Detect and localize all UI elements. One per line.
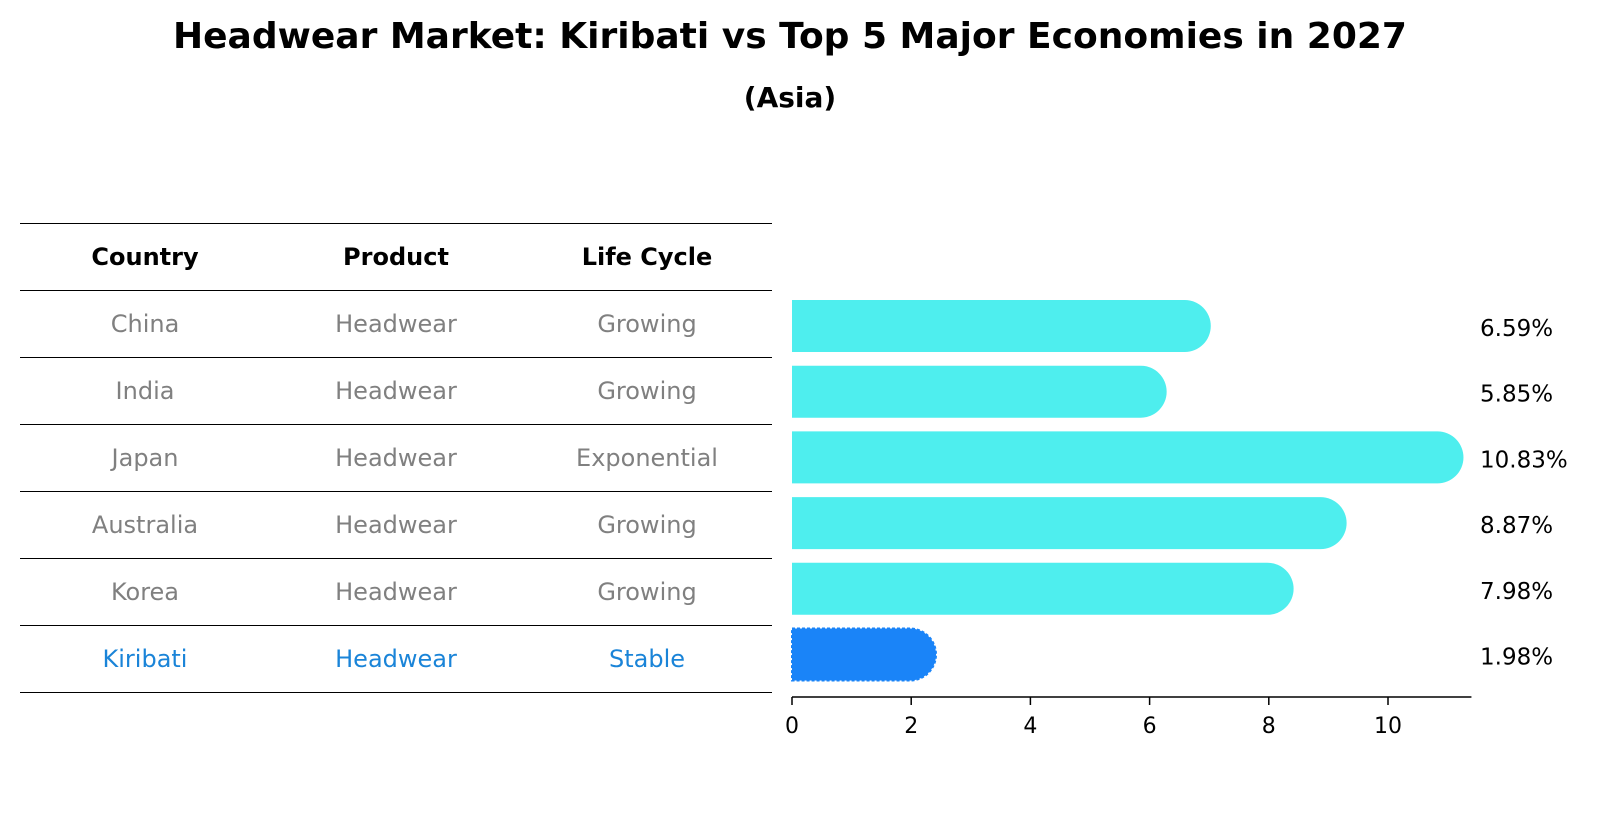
life-cycle-cell: Growing [597, 578, 697, 606]
life-cycle-cell: Stable [608, 645, 686, 673]
bar [792, 497, 1347, 550]
table-row-highlight: Kiribati Headwear Stable [20, 626, 772, 693]
table-row: Korea Headwear Growing [20, 559, 772, 626]
product-cell: Headwear [335, 377, 457, 405]
life-cycle-cell: Growing [597, 310, 697, 338]
country-cell: Japan [111, 444, 179, 472]
value-label: 7.98% [1480, 579, 1553, 605]
x-tick-label: 2 [904, 714, 918, 739]
country-cell: Kiribati [102, 645, 188, 673]
bar [792, 431, 1464, 484]
table-row: Australia Headwear Growing [20, 492, 772, 559]
value-label: 5.85% [1480, 382, 1553, 408]
x-tick-label: 6 [1143, 714, 1157, 739]
chart-subtitle: (Asia) [743, 81, 837, 114]
value-labels-group: 6.59% 5.85% 10.83% 8.87% 7.98% 1.98% [1480, 316, 1568, 671]
table-row: China Headwear Growing [20, 291, 772, 358]
table-row: India Headwear Growing [20, 358, 772, 425]
bar-highlight [791, 627, 938, 682]
product-cell: Headwear [335, 578, 457, 606]
x-axis: 0 2 4 6 8 10 [785, 696, 1472, 739]
x-tick-label: 10 [1374, 714, 1402, 739]
country-cell: Korea [110, 578, 180, 606]
header-country: Country [91, 243, 199, 271]
value-label: 6.59% [1480, 316, 1553, 342]
life-cycle-cell: Growing [597, 377, 697, 405]
bars-group [791, 300, 1464, 682]
bar [792, 562, 1294, 615]
product-cell: Headwear [335, 511, 457, 539]
chart-title: Headwear Market: Kiribati vs Top 5 Major… [173, 16, 1407, 57]
header-product: Product [343, 243, 449, 271]
x-tick-label: 4 [1023, 714, 1037, 739]
product-cell: Headwear [335, 645, 457, 673]
x-tick-label: 0 [785, 714, 799, 739]
country-cell: China [110, 310, 180, 338]
header-life-cycle: Life Cycle [581, 243, 713, 271]
product-cell: Headwear [335, 444, 457, 472]
product-cell: Headwear [335, 310, 457, 338]
bar [792, 300, 1211, 352]
value-label: 8.87% [1480, 513, 1553, 539]
life-cycle-cell: Growing [597, 511, 697, 539]
table-row: Japan Headwear Exponential [20, 425, 772, 492]
country-cell: India [115, 377, 175, 405]
market-table: Country Product Life Cycle China Headwea… [20, 223, 772, 693]
value-label: 10.83% [1480, 447, 1568, 473]
x-tick-label: 8 [1262, 714, 1276, 739]
value-label: 1.98% [1480, 645, 1553, 671]
country-cell: Australia [91, 511, 199, 539]
life-cycle-cell: Exponential [576, 444, 718, 472]
bar [792, 365, 1167, 418]
table-header-row: Country Product Life Cycle [20, 223, 772, 291]
